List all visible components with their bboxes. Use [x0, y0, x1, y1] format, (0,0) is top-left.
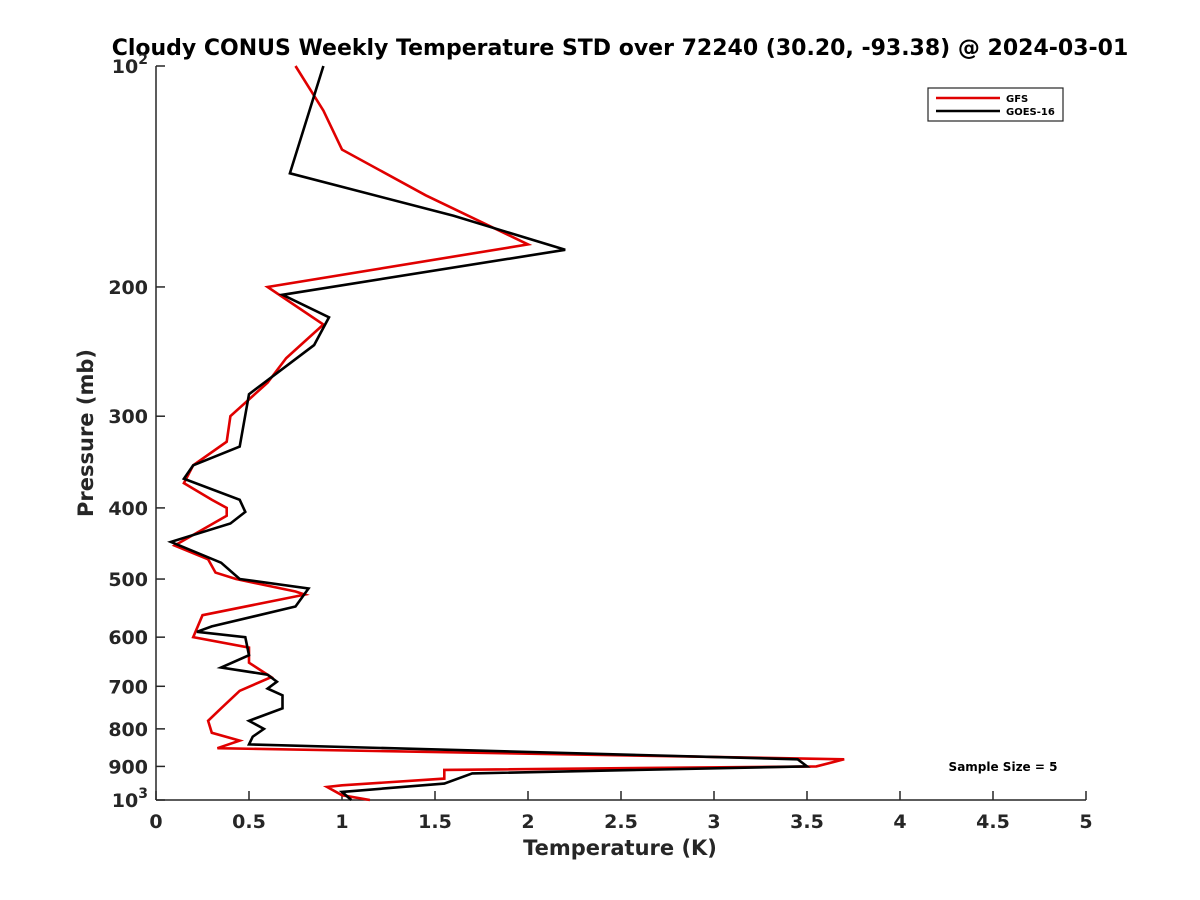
- x-tick-label: 1.5: [418, 811, 452, 833]
- series-line-gfs: [171, 65, 845, 802]
- x-tick-label: 5: [1079, 811, 1092, 833]
- y-tick-label: 800: [108, 719, 148, 741]
- x-tick-label: 0.5: [232, 811, 266, 833]
- x-ticks: 0 0.5 1 1.5 2 2.5 3 3.5 4 4.5 5: [149, 791, 1093, 833]
- y-tick-label: 102: [112, 52, 148, 78]
- y-axis-label: Pressure (mb): [74, 349, 98, 517]
- legend-label: GOES-16: [1006, 107, 1055, 118]
- y-tick-label: 300: [108, 406, 148, 428]
- x-axis-label: Temperature (K): [523, 836, 717, 860]
- legend-label: GFS: [1006, 94, 1028, 105]
- series-lines: [167, 65, 845, 802]
- x-tick-label: 1: [335, 811, 348, 833]
- sample-size-annotation: Sample Size = 5: [949, 760, 1058, 774]
- legend: GFS GOES-16: [927, 87, 1064, 122]
- x-tick-label: 2.5: [604, 811, 638, 833]
- x-tick-label: 3: [707, 811, 720, 833]
- x-tick-label: 3.5: [790, 811, 824, 833]
- y-tick-label: 600: [108, 627, 148, 649]
- legend-box: [927, 87, 1064, 122]
- y-tick-label: 400: [108, 498, 148, 520]
- y-tick-label: 700: [108, 676, 148, 698]
- x-tick-label: 4: [893, 811, 906, 833]
- y-ticks: 102 200 300 400 500 600 700 800 900 103: [108, 52, 165, 812]
- y-tick-label: 200: [108, 277, 148, 299]
- y-tick-label: 900: [108, 756, 148, 778]
- series-line-goes-16: [167, 65, 811, 801]
- x-tick-label: 0: [149, 811, 162, 833]
- y-tick-label: 500: [108, 569, 148, 591]
- x-tick-label: 4.5: [976, 811, 1010, 833]
- chart-title: Cloudy CONUS Weekly Temperature STD over…: [112, 36, 1129, 61]
- x-tick-label: 2: [521, 811, 534, 833]
- y-tick-label: 103: [112, 786, 148, 812]
